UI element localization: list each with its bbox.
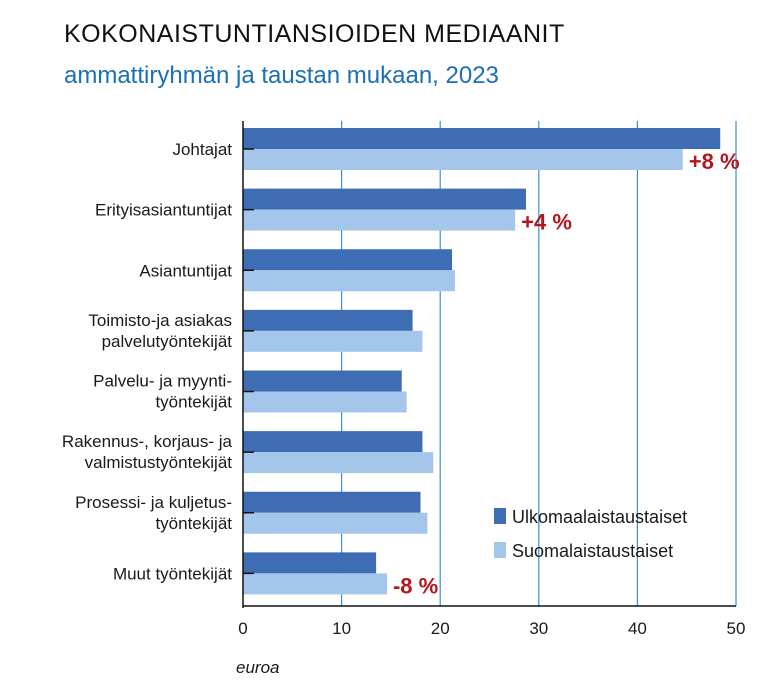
chart-subtitle: ammattiryhmän ja taustan mukaan, 2023 (64, 62, 499, 89)
bar-0-4 (243, 370, 402, 392)
legend-swatch-1 (494, 542, 506, 558)
annotation-0: +8 % (689, 149, 740, 174)
x-tick-label-40: 40 (628, 619, 647, 638)
category-label-4: Palvelu- ja myynti-työntekijät (93, 372, 232, 412)
bar-0-0 (243, 128, 721, 149)
x-tick-label-0: 0 (238, 619, 247, 638)
bar-1-6 (243, 512, 428, 534)
bar-1-7 (243, 573, 387, 595)
bar-0-7 (243, 552, 377, 574)
annotation-2: -8 % (393, 573, 438, 598)
legend-label-0: Ulkomaalaistaustaiset (512, 507, 687, 527)
chart-title: KOKONAISTUNTIANSIOIDEN MEDIAANIT (64, 20, 565, 48)
bar-1-0 (243, 149, 683, 170)
annotation-1: +4 % (521, 210, 572, 235)
x-tick-label-20: 20 (431, 619, 450, 638)
bar-0-2 (243, 249, 453, 271)
x-tick-label-10: 10 (332, 619, 351, 638)
x-tick-label-30: 30 (529, 619, 548, 638)
bar-1-4 (243, 391, 407, 413)
x-tick-label-50: 50 (727, 619, 746, 638)
category-label-0: Johtajat (172, 140, 232, 159)
bar-0-6 (243, 491, 421, 513)
bar-0-5 (243, 431, 423, 453)
bar-1-3 (243, 330, 423, 352)
bar-1-2 (243, 270, 455, 292)
category-label-6: Prosessi- ja kuljetus-työntekijät (75, 493, 232, 533)
category-label-5: Rakennus-, korjaus- ja valmistustyöntekij… (62, 432, 233, 472)
bar-1-5 (243, 452, 434, 474)
category-label-3: Toimisto-ja asiakas palvelutyöntekijät (88, 311, 232, 351)
legend-swatch-0 (494, 508, 506, 524)
category-label-7: Muut työntekijät (113, 564, 232, 583)
x-axis-title: euroa (236, 658, 279, 677)
category-label-2: Asiantuntijat (139, 261, 232, 280)
legend-label-1: Suomalaistaustaiset (512, 541, 673, 561)
bar-1-1 (243, 209, 516, 231)
bar-0-1 (243, 188, 526, 210)
category-label-1: Erityisasiantuntijat (95, 201, 232, 220)
bar-0-3 (243, 309, 413, 331)
